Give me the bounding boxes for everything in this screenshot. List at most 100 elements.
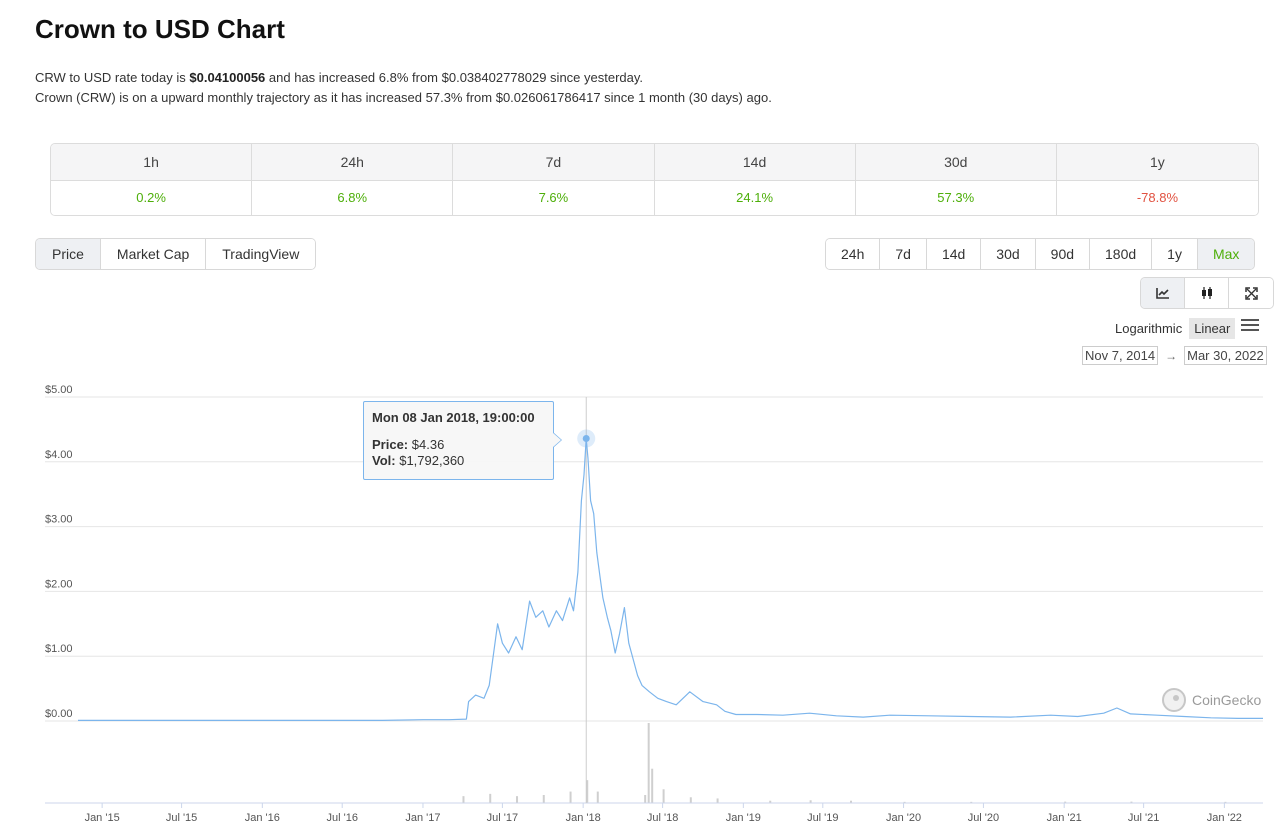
volume-bar bbox=[516, 796, 519, 803]
volume-bar bbox=[1064, 801, 1067, 803]
hamburger-menu-icon[interactable] bbox=[1241, 318, 1260, 333]
highlight-point bbox=[582, 434, 590, 442]
volume-bar bbox=[970, 801, 973, 803]
description-prefix: CRW to USD rate today is bbox=[35, 70, 190, 85]
volume-bar bbox=[596, 791, 599, 803]
tooltip-date: Mon 08 Jan 2018, 19:00:00 bbox=[372, 410, 535, 425]
page-title: Crown to USD Chart bbox=[35, 14, 285, 44]
volume-bar bbox=[569, 791, 572, 803]
x-tick-label: Jan '20 bbox=[886, 812, 921, 824]
perf-header-1y: 1y bbox=[1056, 144, 1258, 181]
y-tick-label: $4.00 bbox=[45, 449, 73, 461]
date-range: Nov 7, 2014 → Mar 30, 2022 bbox=[1082, 346, 1267, 365]
x-tick-label: Jan '21 bbox=[1047, 812, 1082, 824]
x-tick-label: Jan '17 bbox=[405, 812, 440, 824]
volume-bar bbox=[542, 795, 545, 803]
range-90d-button[interactable]: 90d bbox=[1035, 239, 1091, 269]
perf-header-1h: 1h bbox=[51, 144, 253, 181]
y-tick-label: $5.00 bbox=[45, 384, 73, 396]
volume-bar bbox=[809, 800, 812, 803]
performance-table: 1h 24h 7d 14d 30d 1y 0.2% 6.8% 7.6% 24.1… bbox=[50, 143, 1259, 216]
x-tick-label: Jul '15 bbox=[166, 812, 197, 824]
y-tick-label: $2.00 bbox=[45, 578, 73, 590]
price-chart[interactable]: $0.00 $1.00 $2.00 $3.00 $4.00 $5.00 Jan '15 Jul… bbox=[0, 380, 1280, 826]
scale-logarithmic[interactable]: Logarithmic bbox=[1115, 321, 1183, 336]
tab-tradingview[interactable]: TradingView bbox=[206, 239, 316, 269]
x-tick-label: Jul '19 bbox=[807, 812, 838, 824]
candlestick-icon bbox=[1201, 287, 1212, 299]
volume-bar bbox=[489, 793, 492, 803]
volume-bar bbox=[644, 795, 647, 803]
x-tick-label: Jul '18 bbox=[647, 812, 678, 824]
perf-header-14d: 14d bbox=[654, 144, 856, 181]
tab-market-cap[interactable]: Market Cap bbox=[100, 239, 207, 269]
coingecko-logo-icon bbox=[1162, 688, 1186, 712]
y-tick-label: $0.00 bbox=[45, 708, 73, 720]
perf-value-14d: 24.1% bbox=[654, 181, 856, 215]
range-max-button[interactable]: Max bbox=[1197, 239, 1255, 269]
x-tick-label: Jan '19 bbox=[726, 812, 761, 824]
x-tick-label: Jan '15 bbox=[85, 812, 120, 824]
chart-type-selector bbox=[1140, 277, 1274, 309]
x-tick-label: Jul '21 bbox=[1128, 812, 1159, 824]
chart-tabs: Price Market Cap TradingView bbox=[35, 238, 317, 270]
perf-value-1h: 0.2% bbox=[51, 181, 253, 215]
volume-bar bbox=[689, 797, 692, 803]
range-30d-button[interactable]: 30d bbox=[981, 239, 1036, 269]
volume-bar bbox=[462, 796, 465, 803]
description-suffix: and has increased 6.8% from $0.038402778… bbox=[265, 70, 644, 85]
coingecko-credit[interactable]: CoinGecko bbox=[1162, 688, 1261, 712]
perf-header-24h: 24h bbox=[252, 144, 454, 181]
x-tick-label: Jul '16 bbox=[326, 812, 357, 824]
x-tick-label: Jan '18 bbox=[566, 812, 601, 824]
date-to-input[interactable]: Mar 30, 2022 bbox=[1184, 346, 1267, 365]
expand-icon bbox=[1244, 286, 1258, 300]
line-chart-button[interactable] bbox=[1141, 278, 1185, 308]
x-tick-label: Jul '20 bbox=[968, 812, 999, 824]
perf-value-1y: -78.8% bbox=[1056, 181, 1258, 215]
volume-bar bbox=[1130, 801, 1133, 803]
date-from-input[interactable]: Nov 7, 2014 bbox=[1082, 346, 1159, 365]
candlestick-chart-button[interactable] bbox=[1185, 278, 1229, 308]
x-tick-label: Jan '16 bbox=[245, 812, 280, 824]
tooltip-price: Price: $4.36 bbox=[372, 437, 445, 452]
range-1y-button[interactable]: 1y bbox=[1152, 239, 1198, 269]
scale-toggle: Logarithmic Linear bbox=[1108, 318, 1260, 339]
y-tick-label: $1.00 bbox=[45, 643, 73, 655]
range-selector: 24h 7d 14d 30d 90d 180d 1y Max bbox=[825, 238, 1256, 270]
perf-value-30d: 57.3% bbox=[855, 181, 1057, 215]
perf-header-7d: 7d bbox=[453, 144, 655, 181]
description-line-1: CRW to USD rate today is $0.04100056 and… bbox=[35, 68, 772, 88]
volume-bar bbox=[647, 723, 650, 803]
volume-bar bbox=[903, 801, 906, 803]
volume-bar bbox=[586, 780, 589, 803]
scale-linear[interactable]: Linear bbox=[1189, 318, 1236, 339]
price-series-line bbox=[78, 437, 1263, 721]
fullscreen-button[interactable] bbox=[1229, 278, 1273, 308]
range-7d-button[interactable]: 7d bbox=[880, 239, 927, 269]
current-rate: $0.04100056 bbox=[189, 70, 266, 85]
volume-bar bbox=[716, 798, 719, 803]
arrow-right-icon: → bbox=[1165, 348, 1178, 363]
volume-bar bbox=[1224, 801, 1227, 803]
y-tick-label: $3.00 bbox=[45, 514, 73, 526]
volume-bar bbox=[850, 800, 853, 803]
range-180d-button[interactable]: 180d bbox=[1090, 239, 1153, 269]
tooltip-volume: Vol: $1,792,360 bbox=[372, 453, 465, 468]
perf-value-24h: 6.8% bbox=[252, 181, 454, 215]
x-tick-label: Jan '22 bbox=[1207, 812, 1242, 824]
line-chart-icon bbox=[1155, 288, 1169, 299]
perf-header-30d: 30d bbox=[855, 144, 1057, 181]
range-14d-button[interactable]: 14d bbox=[926, 239, 982, 269]
credit-text: CoinGecko bbox=[1192, 692, 1262, 708]
chart-tooltip: Mon 08 Jan 2018, 19:00:00 Price: $4.36 V… bbox=[363, 401, 562, 480]
range-24h-button[interactable]: 24h bbox=[826, 239, 881, 269]
tab-price[interactable]: Price bbox=[36, 239, 101, 269]
x-tick-label: Jul '17 bbox=[487, 812, 518, 824]
perf-value-7d: 7.6% bbox=[453, 181, 655, 215]
volume-bar bbox=[651, 768, 654, 803]
price-description: CRW to USD rate today is $0.04100056 and… bbox=[35, 68, 772, 108]
volume-bar bbox=[769, 800, 772, 803]
volume-bar bbox=[662, 789, 665, 803]
